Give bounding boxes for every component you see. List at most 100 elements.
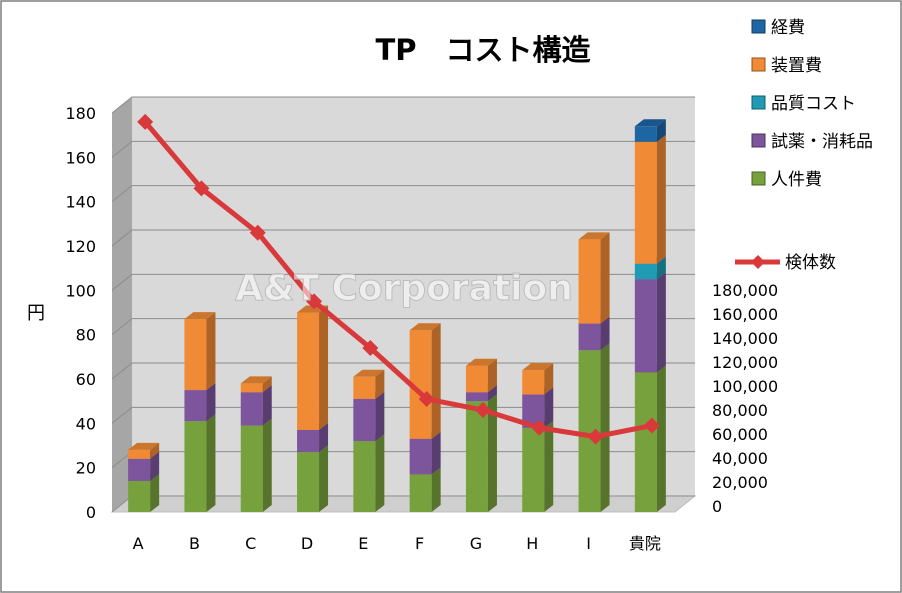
y-tick-label: 20 [76, 459, 96, 478]
y2-tick-label: 100,000 [712, 377, 778, 396]
y-tick-label: 0 [86, 503, 96, 522]
bar-stack [128, 442, 160, 512]
bar-segment [465, 392, 488, 402]
bar-segment-side [431, 323, 441, 439]
bar-segment-top [353, 369, 385, 377]
gridline [111, 273, 695, 291]
bar-segment [409, 330, 432, 439]
x-tick-label: F [415, 534, 424, 553]
legend-label: 試薬・消耗品 [771, 132, 873, 152]
bar-segment [297, 452, 320, 512]
bar-segment [634, 126, 657, 142]
gridline [111, 229, 695, 247]
bar-segment-side [206, 312, 216, 391]
bar-stack [409, 323, 441, 512]
y2-tick-label: 180,000 [712, 281, 778, 300]
gridline [111, 96, 695, 114]
bar-segment-top [240, 376, 272, 384]
line-point [474, 402, 491, 419]
x-tick-label: 貴院 [629, 534, 661, 553]
bar-segment-side [544, 363, 554, 395]
line-point [306, 293, 323, 310]
bar-segment [522, 427, 545, 512]
bar-segment-side [375, 434, 385, 512]
legend-label: 装置費 [771, 56, 822, 76]
bar-segment [297, 429, 320, 453]
line-point [418, 390, 435, 407]
y-tick-label: 60 [76, 370, 96, 389]
y2-tick-label: 60,000 [712, 425, 768, 444]
y2-tick-label: 0 [712, 497, 722, 516]
bar-segment-side [431, 431, 441, 475]
x-tick-label: C [245, 534, 256, 553]
bar-segment-side [600, 316, 610, 351]
bar-segment-side [656, 256, 666, 280]
legend-label: 品質コスト [771, 94, 856, 114]
bar-segment [465, 401, 488, 512]
x-tick-label: E [358, 534, 368, 553]
y2-tick-label: 120,000 [712, 353, 778, 372]
y-axis-title: 円 [27, 303, 45, 324]
bar-segment-side [319, 422, 329, 453]
y2-tick-label: 80,000 [712, 401, 768, 420]
x-tick-label: G [470, 534, 482, 553]
bar-segment-side [262, 385, 272, 426]
y-tick-label: 40 [76, 414, 96, 433]
bar-segment [634, 279, 657, 373]
bar-segment-top [634, 119, 666, 127]
bar-segment [184, 319, 207, 391]
y2-tick-label: 140,000 [712, 329, 778, 348]
bar-segment-side [262, 418, 272, 512]
bar-segment-side [150, 442, 160, 459]
bar-segment-top [184, 312, 216, 320]
y-tick-label: 140 [65, 193, 96, 212]
bar-segment [184, 421, 207, 512]
bar-segment-side [487, 394, 497, 512]
bar-segment-side [150, 451, 160, 481]
bar-segment [240, 383, 263, 393]
bar-segment-top [465, 358, 497, 366]
bar-segment [184, 390, 207, 422]
bar-segment-side [262, 376, 272, 393]
line-point [193, 180, 210, 197]
bar-stack [353, 369, 385, 512]
bar-stack [634, 119, 666, 512]
bar-segment-side [487, 358, 497, 393]
bar-segment-side [150, 473, 160, 512]
bar-stack [184, 312, 216, 512]
legend-label: 検体数 [785, 253, 836, 273]
bar-segment-side [656, 119, 666, 142]
bar-segment [409, 474, 432, 512]
line-point [587, 428, 604, 445]
bar-segment [240, 425, 263, 512]
legend-swatch [751, 133, 766, 148]
x-tick-label: H [526, 534, 538, 553]
bar-segment-top [522, 363, 554, 371]
bar-segment [634, 263, 657, 280]
legend-swatch [751, 19, 766, 34]
y-tick-label: 80 [76, 326, 96, 345]
bar-segment [297, 312, 320, 430]
y-tick-label: 100 [65, 281, 96, 300]
bar-segment-side [544, 387, 554, 428]
bar-segment [353, 376, 376, 399]
bar-segment-side [656, 365, 666, 512]
bar-stack [522, 363, 554, 512]
side-wall [112, 97, 132, 512]
bar-segment-side [206, 414, 216, 512]
bar-segment-side [600, 232, 610, 324]
bar-segment [128, 449, 151, 459]
y2-tick-label: 160,000 [712, 305, 778, 324]
y-tick-label: 180 [65, 104, 96, 123]
bar-segment [409, 438, 432, 475]
y2-tick-label: 20,000 [712, 473, 768, 492]
bar-segment-side [487, 385, 497, 402]
bar-segment-top [578, 232, 610, 240]
watermark: A&T Corporation [235, 268, 573, 309]
line-point [137, 113, 154, 130]
legend-swatch [751, 95, 766, 110]
bar-segment-side [544, 420, 554, 512]
gridline [111, 185, 695, 203]
